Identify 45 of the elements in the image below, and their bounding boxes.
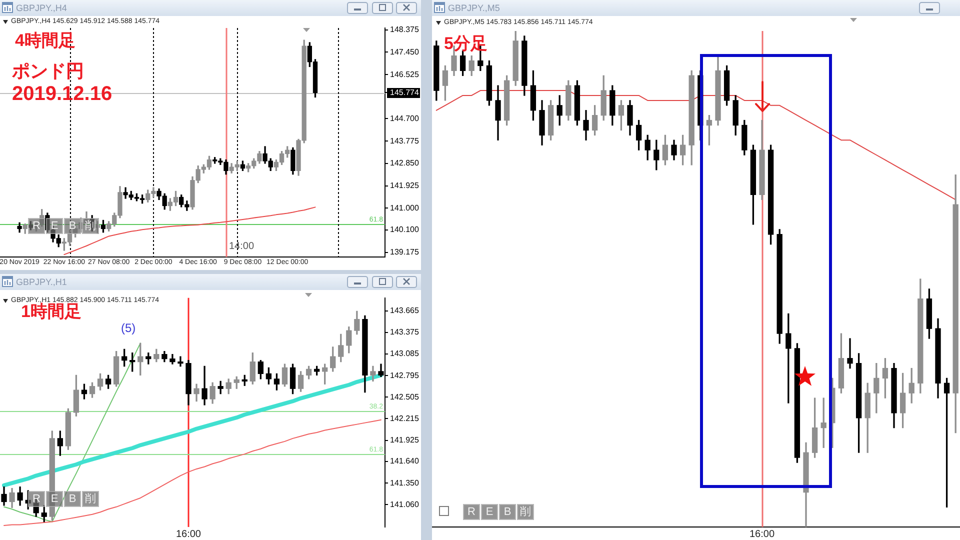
annotation: 削	[517, 504, 534, 520]
annotation: R	[28, 491, 45, 507]
y-tick-label: 141.925	[390, 436, 420, 445]
annotation: 1時間足	[21, 302, 82, 321]
y-tick-label: 141.640	[390, 456, 420, 466]
annotation: 削	[82, 218, 99, 234]
y-tick-label: 143.775	[390, 136, 420, 146]
annotation: ポンド円	[12, 61, 84, 81]
y-tick-label: 141.060	[390, 500, 420, 509]
y-tick-label: 139.175	[390, 247, 420, 256]
y-tick-label: 146.525	[390, 70, 420, 79]
y-tick-label: 142.795	[390, 370, 420, 380]
annotation: B	[499, 504, 516, 520]
x-tick-label: 16:00	[749, 528, 775, 540]
annotation: R	[463, 504, 480, 520]
y-tick-label: 143.085	[390, 349, 420, 358]
chart-title: GBPJPY.,H1	[16, 277, 67, 287]
y-tick-label: 141.000	[390, 203, 420, 212]
y-tick-label: 141.350	[390, 478, 420, 488]
y-tick-label: 145.774	[390, 88, 420, 97]
y-tick-label: 142.505	[390, 392, 420, 402]
annotation: 2019.12.16	[12, 83, 112, 105]
annotation: 削	[82, 491, 99, 507]
chart-title: GBPJPY.,H4	[16, 3, 67, 13]
annotation: R	[28, 218, 45, 234]
annotation: E	[481, 504, 498, 520]
y-tick-label: 140.100	[390, 225, 420, 234]
annotation: E	[46, 218, 63, 234]
y-tick-label: 141.925	[390, 180, 420, 190]
annotation: 14:00	[229, 241, 254, 252]
y-tick-label: 142.850	[390, 158, 420, 168]
y-tick-label: 144.700	[390, 114, 420, 123]
y-tick-label: 147.450	[390, 47, 420, 56]
annotation: E	[46, 491, 63, 507]
chart-title: GBPJPY.,M5	[448, 3, 500, 13]
annotation: (5)	[121, 321, 136, 335]
annotation: 5分足	[444, 34, 488, 53]
x-tick-label: 16:00	[176, 528, 202, 540]
y-tick-label: 143.665	[390, 306, 420, 316]
annotation: B	[64, 218, 81, 234]
y-tick-label: 143.375	[390, 328, 420, 337]
annotation: B	[64, 491, 81, 507]
y-tick-label: 142.215	[390, 414, 420, 423]
annotation: 4時間足	[15, 31, 76, 50]
y-tick-label: 148.375	[390, 25, 420, 34]
